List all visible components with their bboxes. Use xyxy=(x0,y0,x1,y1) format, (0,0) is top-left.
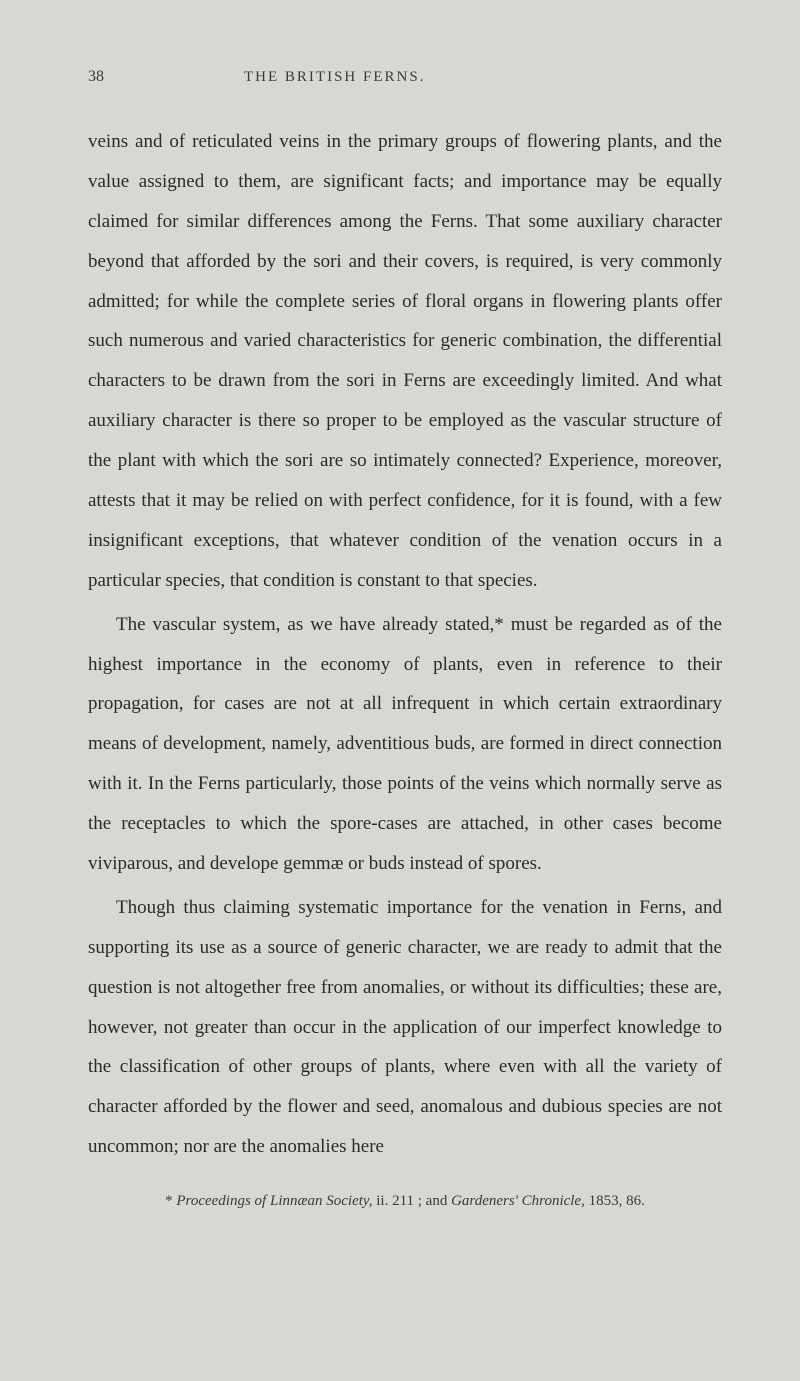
page-header: 38 THE BRITISH FERNS. xyxy=(88,68,722,86)
running-head: THE BRITISH FERNS. xyxy=(244,69,425,86)
footnote-upright-2: 1853, 86. xyxy=(585,1193,645,1209)
footnote-italic-2: Gardeners' Chronicle, xyxy=(451,1193,585,1209)
paragraph-1: veins and of reticulated veins in the pr… xyxy=(88,122,722,601)
book-page: 38 THE BRITISH FERNS. veins and of retic… xyxy=(0,0,800,1270)
footnote-italic-1: Proceedings of Linnæan Society, xyxy=(176,1193,372,1209)
body-text: veins and of reticulated veins in the pr… xyxy=(88,122,722,1167)
page-number: 38 xyxy=(88,68,104,86)
footnote-upright-1: ii. 211 ; and xyxy=(372,1193,451,1209)
footnote: * Proceedings of Linnæan Society, ii. 21… xyxy=(88,1193,722,1210)
paragraph-3: Though thus claiming systematic importan… xyxy=(88,888,722,1167)
footnote-marker: * xyxy=(165,1193,173,1209)
paragraph-2: The vascular system, as we have already … xyxy=(88,605,722,884)
